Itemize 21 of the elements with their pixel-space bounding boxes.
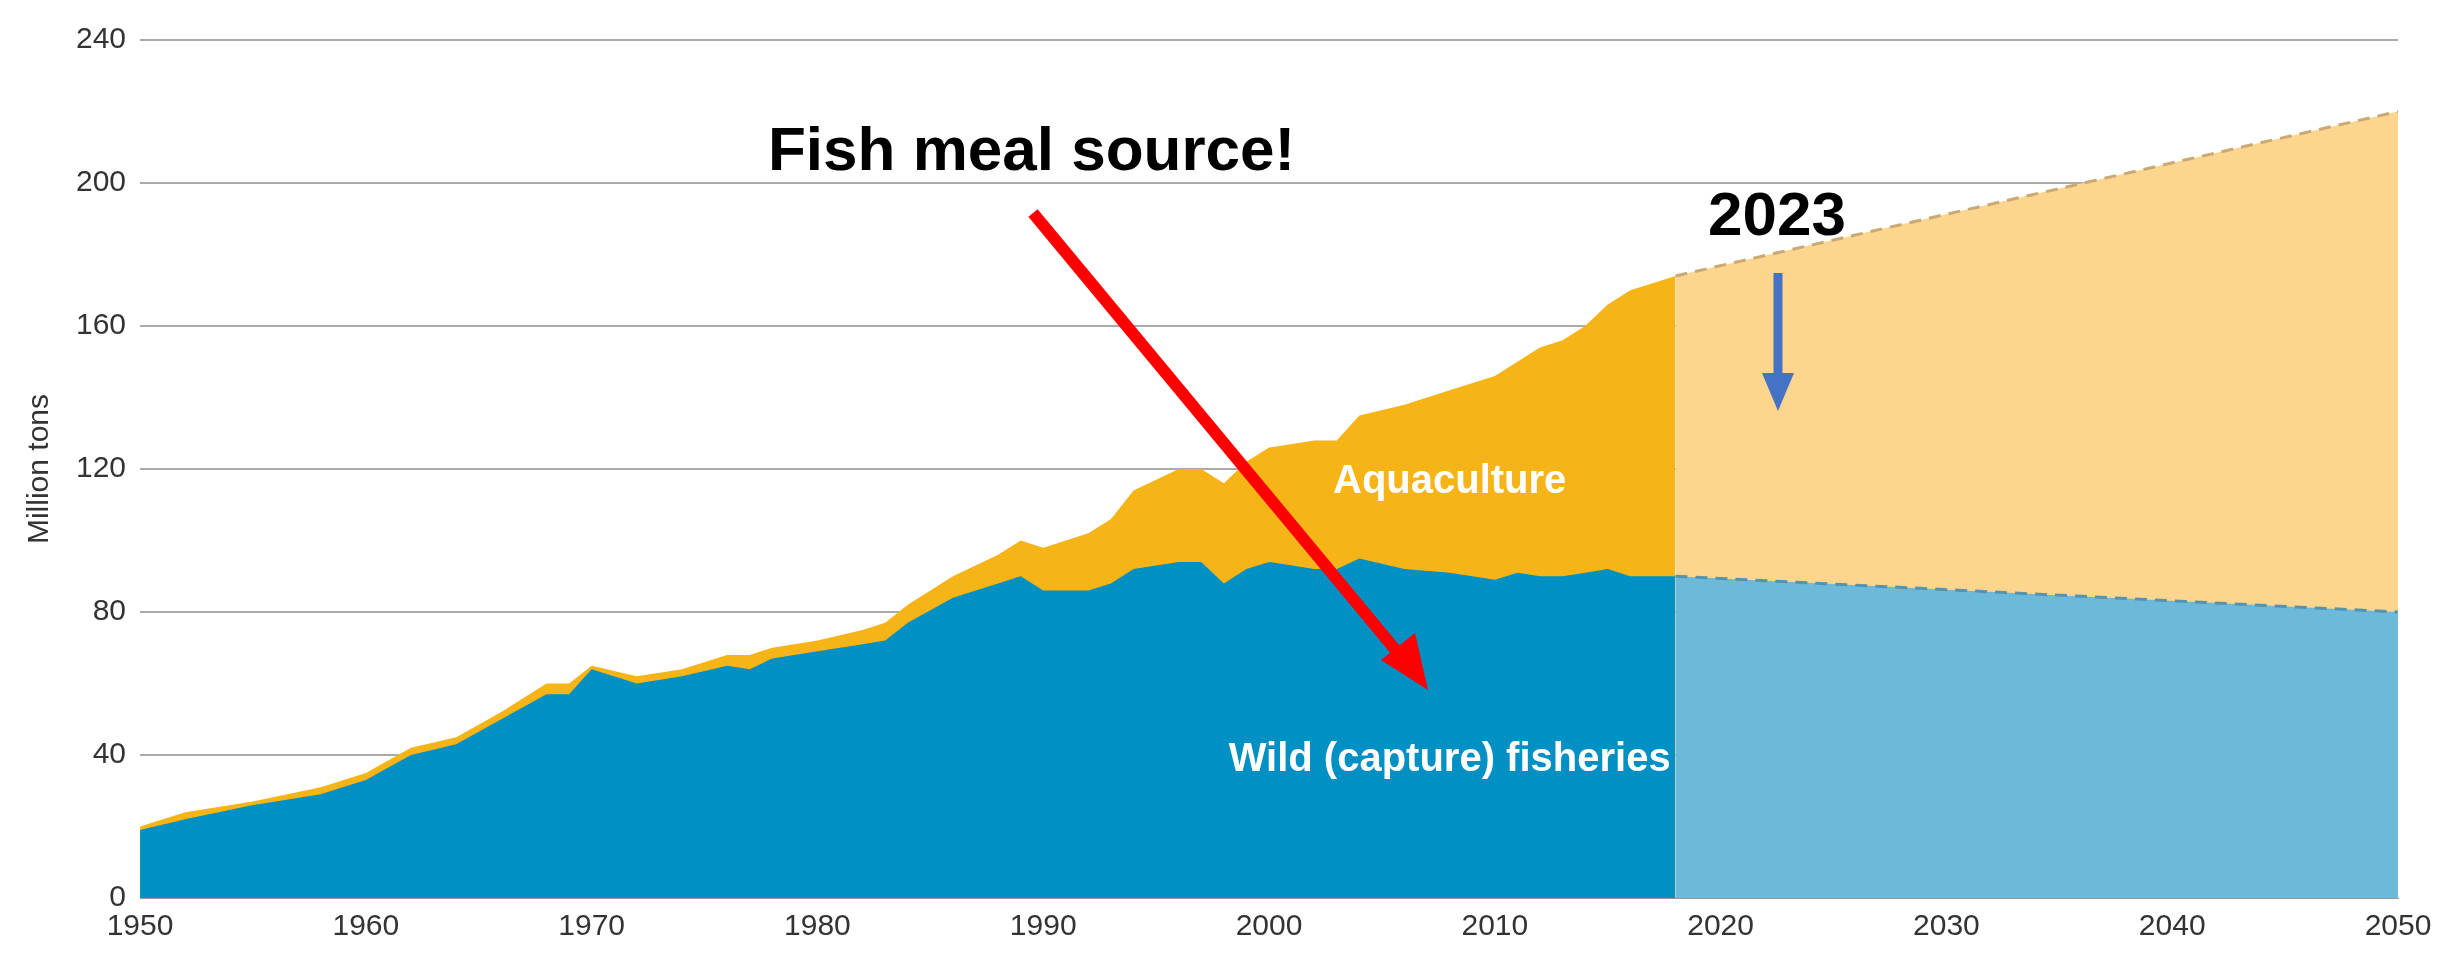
y-tick-label: 160	[75, 307, 127, 341]
series-label: Aquaculture	[1332, 456, 1567, 501]
x-tick-label: 1970	[558, 908, 626, 942]
x-tick-label: 2020	[1687, 908, 1754, 942]
x-tick-label: 2040	[2138, 908, 2206, 942]
y-tick-label: 80	[92, 593, 127, 627]
x-tick-label: 2050	[2364, 908, 2432, 942]
x-tick-label: 2000	[1235, 908, 1303, 942]
x-tick-label: 2030	[1913, 908, 1980, 942]
x-tick-label: 2010	[1461, 908, 1529, 942]
annotation: 2023	[1708, 178, 1846, 249]
series-label: Wild (capture) fisheries	[1228, 735, 1671, 780]
y-tick-label: 200	[75, 164, 127, 198]
x-tick-label: 1980	[784, 908, 851, 942]
x-tick-label: 1960	[332, 908, 400, 942]
x-tick-label: 1990	[1009, 908, 1077, 942]
annotation: Fish meal source!	[768, 113, 1296, 184]
y-tick-label: 120	[75, 450, 127, 484]
y-tick-label: 40	[92, 736, 127, 770]
y-tick-label: 240	[75, 21, 127, 55]
y-axis-title: Million tons	[21, 393, 55, 545]
